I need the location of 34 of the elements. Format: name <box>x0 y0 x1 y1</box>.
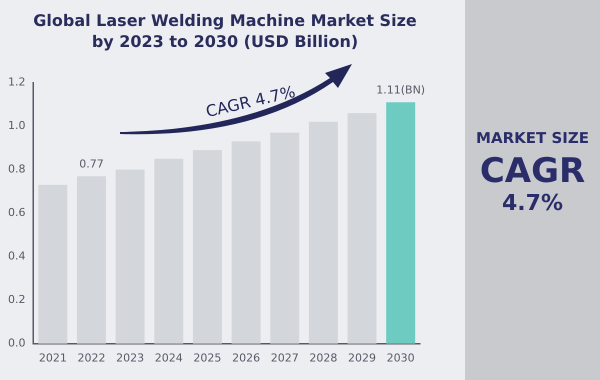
bar <box>192 150 222 344</box>
bar <box>154 158 184 344</box>
data-label: 0.77 <box>79 158 104 171</box>
y-tick-label: 1.2 <box>8 75 26 88</box>
x-tick-label: 2027 <box>270 351 299 364</box>
text: 4.7% <box>500 191 564 217</box>
x-tick-label: 2025 <box>193 351 222 364</box>
x-tick-label: 2024 <box>154 351 183 364</box>
bar <box>348 113 377 344</box>
bar <box>386 102 416 344</box>
y-tick-label: 0.8 <box>8 162 26 176</box>
y-tick-label: 0.4 <box>8 250 26 263</box>
data-label: 1.11(BN) <box>376 84 426 97</box>
x-tick-label: 2030 <box>386 351 415 364</box>
text: MARKET SIZE <box>475 128 590 149</box>
bar <box>270 132 300 344</box>
x-tick-label: 2026 <box>232 351 260 364</box>
bar <box>76 176 106 344</box>
x-tick-label: 2023 <box>116 351 144 364</box>
chart-title: Global Laser Welding Machine Market Size by 2023 to 2030 (USD Billion) <box>32 10 418 52</box>
y-tick-label: 0.0 <box>8 336 26 350</box>
x-tick-label: 2021 <box>38 351 67 364</box>
annotation: CAGR 4.7% <box>204 82 298 121</box>
bar <box>116 170 145 344</box>
x-tick-label: 2022 <box>77 351 106 364</box>
y-tick-label: 0.2 <box>8 293 26 306</box>
x-tick-label: 2029 <box>348 351 376 364</box>
text: CAGR <box>478 151 586 191</box>
bar <box>232 141 261 344</box>
x-tick-label: 2028 <box>309 351 338 364</box>
bar <box>308 122 338 344</box>
y-tick-label: 0.6 <box>8 206 26 220</box>
y-tick-label: 1.0 <box>8 118 26 132</box>
bar <box>38 184 68 344</box>
